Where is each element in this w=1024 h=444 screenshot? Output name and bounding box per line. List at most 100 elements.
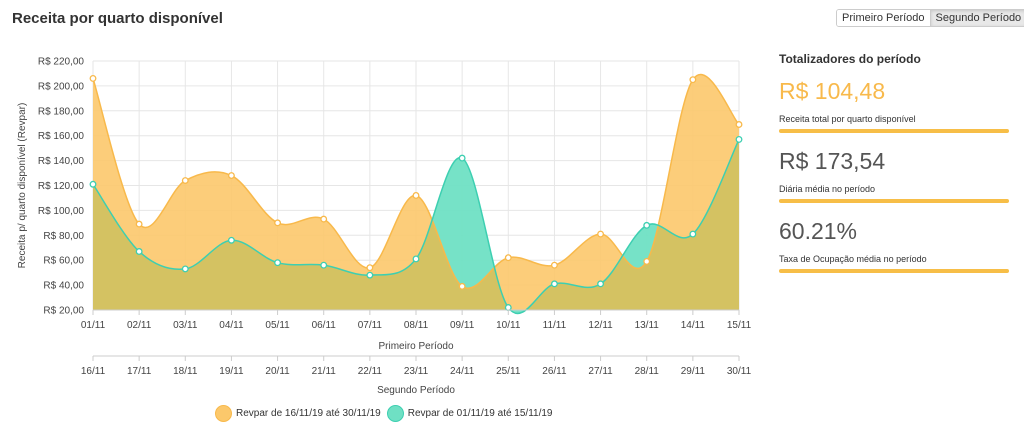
point-series-a [458,282,466,290]
x-tick-label: 12/11 [588,320,613,331]
first-period-button[interactable]: Primeiro Período [837,10,930,26]
period-summary: Totalizadores do período R$ 104,48 Recei… [779,52,1011,288]
point-series-b [597,280,605,288]
point-series-b [458,154,466,162]
point-series-a [227,172,235,179]
y-tick-label: R$ 200,00 [38,81,85,92]
stat-daily-average-value: R$ 173,54 [779,148,886,174]
point-series-b [689,230,697,238]
point-series-b [135,248,143,255]
x-tick-label: 26/11 [542,366,567,377]
x-tick-label: 19/11 [219,366,244,377]
stat-revpar-value: R$ 104,48 [779,78,886,104]
x-tick-label: 09/11 [450,320,475,331]
y-tick-label: R$ 160,00 [38,131,85,142]
x-tick-label: 27/11 [588,366,613,377]
x-tick-label: 11/11 [543,320,567,331]
point-series-a [504,254,512,262]
point-series-b [227,236,235,244]
y-tick-label: R$ 60,00 [43,256,84,267]
point-series-b [735,135,743,143]
point-series-a [320,215,328,223]
legend-item-series-a[interactable]: Revpar de 16/11/19 até 30/11/19 [215,405,381,422]
x-tick-label: 22/11 [358,366,383,377]
stat-occupancy-value: 60.21% [779,218,858,244]
point-series-a [135,220,143,228]
x-tick-label: 05/11 [265,320,290,331]
point-series-a [597,230,605,238]
x-axis-first-period: 01/11 02/11 03/11 04/11 05/11 06/11 07/11 08/11… [81,309,752,331]
point-series-b [504,304,512,311]
point-series-b [274,259,282,267]
y-tick-label: R$ 220,00 [38,57,85,68]
point-series-a [89,74,97,82]
x-tick-label: 04/11 [219,320,244,331]
y-axis: R$ 20,00 R$ 40,00 R$ 60,00 R$ 80,00 R$ 100,0… [38,57,85,317]
point-series-b [643,221,651,229]
area-overlap [93,139,739,311]
x-tick-label: 06/11 [312,320,337,331]
x-tick-label: 13/11 [635,320,660,331]
x-axis-label-second: Segundo Período [377,385,455,396]
point-series-b [181,265,189,273]
point-series-b [320,261,328,269]
x-tick-label: 29/11 [681,366,706,377]
point-series-b [412,255,420,263]
stat-occupancy-label: Taxa de Ocupação média no período [779,254,927,264]
stat-daily-average-bar [779,199,1009,203]
revpar-chart: R$ 20,00 R$ 40,00 R$ 60,00 R$ 80,00 R$ 100,0… [17,57,752,397]
x-axis-label-first: Primeiro Período [378,341,453,352]
y-tick-label: R$ 100,00 [38,206,85,217]
point-series-a [689,76,697,84]
stat-revpar-bar [779,129,1009,133]
page-title: Receita por quarto disponível [12,10,223,27]
second-period-button[interactable]: Segundo Período [929,10,1024,26]
y-tick-label: R$ 140,00 [38,156,85,167]
point-series-a [735,121,743,128]
point-series-a [181,177,189,184]
x-tick-label: 21/11 [312,366,337,377]
stat-daily-average-label: Diária média no período [779,184,876,194]
x-tick-label: 24/11 [450,366,475,377]
stat-occupancy: 60.21% Taxa de Ocupação média no período [779,218,1011,273]
x-tick-label: 14/11 [681,320,706,331]
x-axis-second-period: 16/11 17/11 18/11 19/11 20/11 21/11 22/11 23/11… [81,355,752,377]
legend-swatch-series-a [215,405,232,422]
x-tick-label: 02/11 [127,320,152,331]
point-series-a [412,192,420,199]
x-tick-label: 08/11 [404,320,429,331]
point-series-b [550,280,558,288]
legend-swatch-series-b [386,405,404,422]
legend-label-series-b: Revpar de 01/11/19 até 15/11/19 [407,408,553,419]
stat-revpar: R$ 104,48 Receita total por quarto dispo… [779,78,1011,133]
y-axis-label: Receita p/ quarto disponível (Revpar) [17,103,28,269]
x-tick-label: 18/11 [173,366,198,377]
x-tick-label: 30/11 [727,366,752,377]
legend-item-series-b[interactable]: Revpar de 01/11/19 até 15/11/19 [386,405,553,422]
point-series-b [89,180,97,188]
summary-title: Totalizadores do período [779,52,921,66]
x-tick-label: 10/11 [496,320,521,331]
x-tick-label: 17/11 [127,366,152,377]
y-tick-label: R$ 40,00 [43,281,84,292]
y-tick-label: R$ 20,00 [43,306,84,317]
y-tick-label: R$ 120,00 [38,181,85,192]
x-tick-label: 15/11 [727,320,752,331]
point-series-a [366,264,374,272]
point-series-b [366,271,374,279]
x-tick-label: 25/11 [496,366,521,377]
chart-points [89,74,743,311]
y-tick-label: R$ 80,00 [43,231,84,242]
stat-occupancy-bar [779,269,1009,273]
stat-daily-average: R$ 173,54 Diária média no período [779,148,1011,203]
x-tick-label: 01/11 [81,320,106,331]
point-series-a [643,257,651,265]
y-tick-label: R$ 180,00 [38,106,85,117]
point-series-a [274,219,282,227]
x-tick-label: 23/11 [404,366,429,377]
legend-label-series-a: Revpar de 16/11/19 até 30/11/19 [236,408,381,419]
x-tick-label: 07/11 [358,320,383,331]
chart-legend: Revpar de 16/11/19 até 30/11/19 Revpar d… [215,405,559,422]
point-series-a [550,261,558,269]
period-toggle: Primeiro Período Segundo Período [836,9,1024,27]
